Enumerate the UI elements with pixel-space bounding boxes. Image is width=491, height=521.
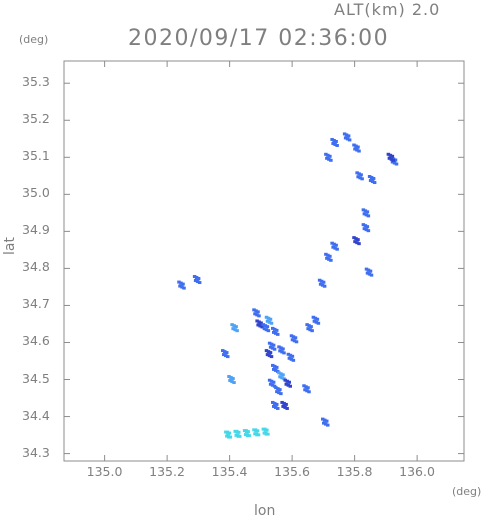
echo-point: [255, 319, 264, 329]
echo-point: [330, 137, 339, 147]
echo-point: [221, 349, 230, 359]
y-tick-label: 35.3: [22, 74, 50, 90]
x-tick-label: 135.8: [336, 464, 373, 479]
x-axis-label: lon: [254, 503, 276, 519]
echo-point: [224, 430, 233, 439]
y-unit-label: (deg): [19, 33, 49, 46]
echo-point: [264, 349, 274, 359]
echo-point: [355, 171, 364, 181]
echo-point: [305, 323, 314, 333]
echo-point: [386, 152, 396, 162]
y-tick-label: 34.8: [22, 259, 50, 275]
altitude-label: ALT(km) 2.0: [334, 0, 441, 19]
y-tick-label: 34.4: [22, 407, 50, 423]
echo-point: [324, 152, 333, 162]
x-tick-label: 135.6: [274, 464, 310, 479]
x-tick-label: 135.0: [86, 464, 123, 479]
echo-point: [274, 386, 283, 396]
echo-point: [227, 375, 236, 385]
echo-point: [233, 429, 242, 438]
echo-point: [271, 326, 280, 336]
x-tick-label: 136.0: [399, 464, 435, 479]
echo-point: [242, 429, 251, 438]
echo-point: [367, 175, 377, 185]
echo-point: [361, 223, 371, 233]
echo-point: [311, 315, 321, 325]
y-tick-label: 35.0: [22, 185, 50, 201]
echo-point: [324, 252, 333, 262]
echo-point: [277, 345, 286, 355]
x-tick-label: 135.2: [149, 464, 185, 479]
timestamp-title: 2020/09/17 02:36:00: [128, 26, 390, 51]
y-tick-label: 34.6: [22, 333, 50, 349]
echo-point: [271, 400, 280, 410]
y-tick-label: 35.1: [22, 148, 50, 164]
echo-point: [261, 427, 270, 436]
echo-point: [364, 267, 374, 277]
y-tick-label: 34.7: [22, 296, 50, 312]
echo-point: [264, 315, 274, 325]
echo-point: [192, 275, 202, 285]
echo-point: [321, 417, 330, 427]
echo-points: [177, 132, 399, 439]
echo-point: [252, 308, 261, 318]
x-unit-label: (deg): [452, 485, 482, 498]
y-tick-label: 34.9: [22, 222, 50, 238]
echo-point: [267, 341, 277, 351]
y-tick-label: 34.5: [22, 370, 50, 386]
axis-ticks: [64, 61, 464, 461]
echo-point: [352, 143, 361, 153]
echo-point: [280, 400, 289, 410]
echo-point: [342, 132, 352, 142]
echo-point: [286, 352, 296, 362]
y-tick-label: 34.3: [22, 444, 50, 460]
echo-point: [361, 208, 371, 218]
echo-point: [317, 278, 327, 288]
echo-point: [252, 428, 261, 437]
plot-frame: [63, 60, 465, 462]
echo-point: [177, 280, 186, 290]
echo-point: [289, 334, 299, 344]
echo-point: [302, 384, 311, 394]
echo-point: [352, 236, 361, 246]
x-tick-label: 135.4: [211, 464, 248, 479]
echo-point: [230, 323, 239, 333]
echo-point: [330, 241, 339, 251]
echo-point: [283, 378, 292, 388]
y-tick-label: 35.2: [22, 111, 50, 127]
echo-point: [261, 323, 271, 333]
